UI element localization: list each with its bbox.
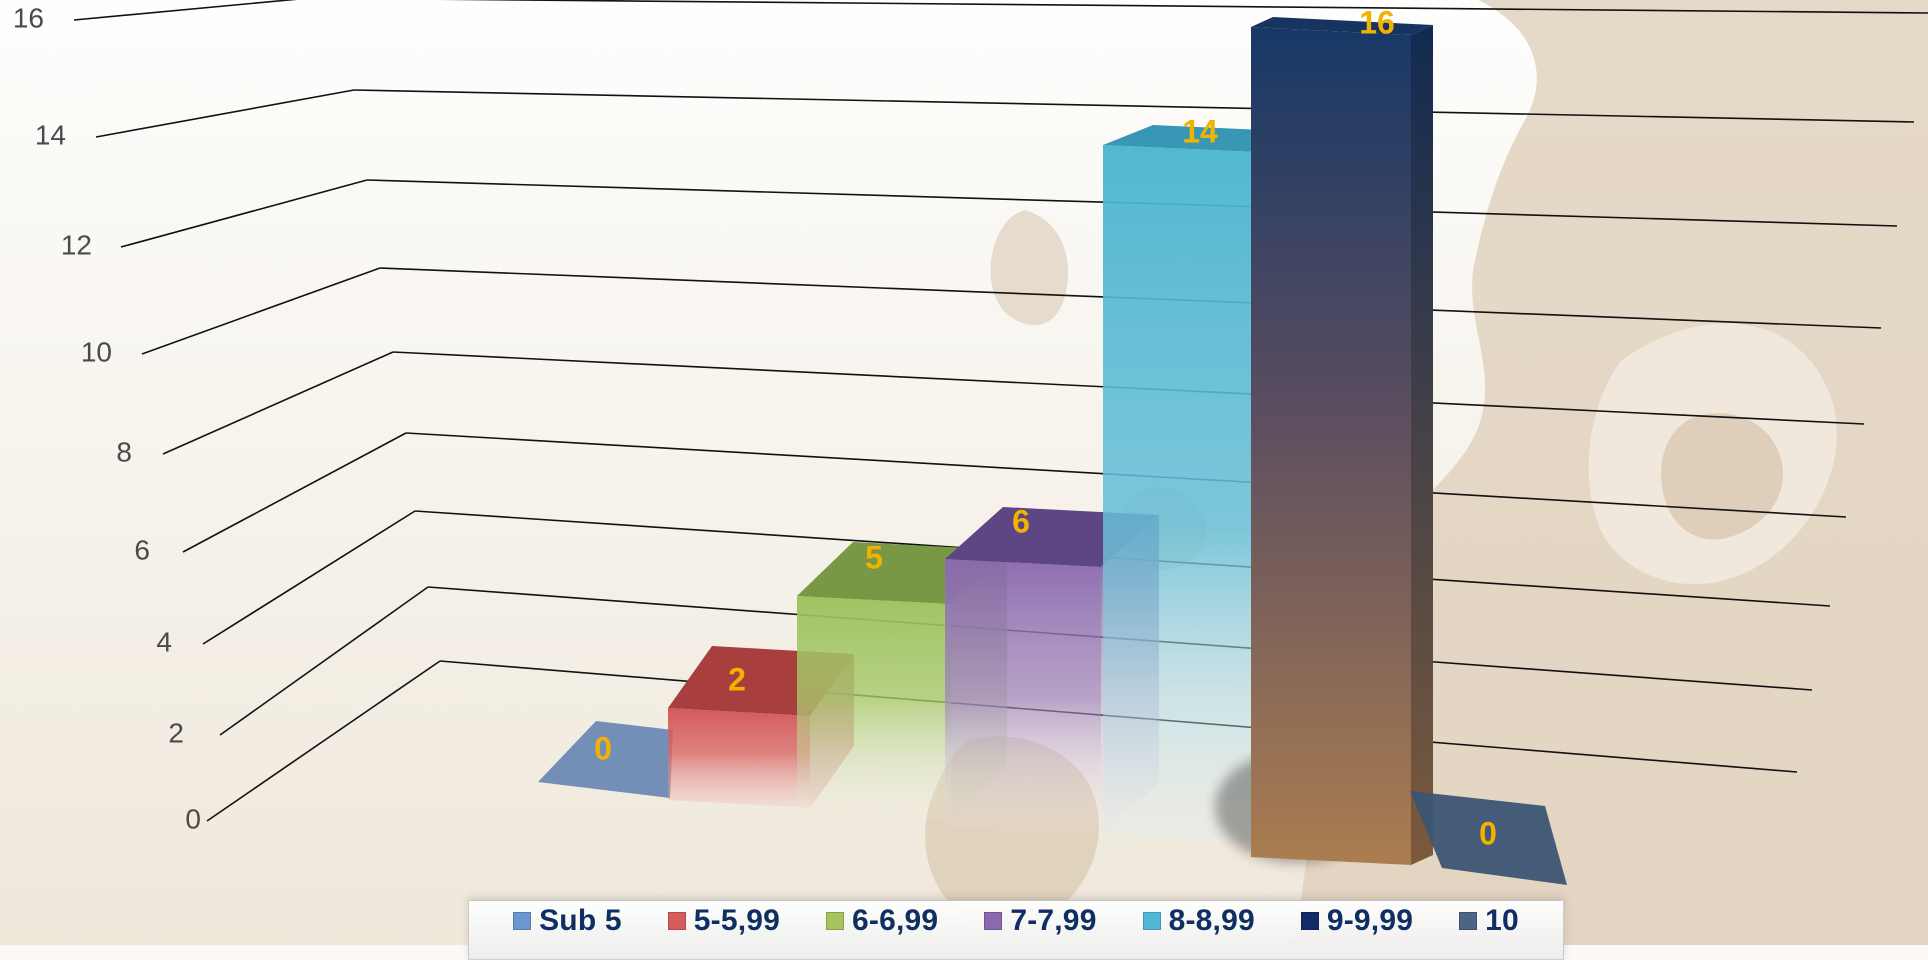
legend-swatch <box>1142 912 1161 930</box>
data-label: 14 <box>1182 113 1218 149</box>
legend-swatch <box>513 912 532 930</box>
legend-item: 10 <box>1459 904 1519 938</box>
legend-label: 9-9,99 <box>1326 904 1414 937</box>
gridline-diagonal <box>219 586 429 736</box>
gridline-diagonal <box>141 267 381 355</box>
legend-swatch <box>1300 912 1319 930</box>
y-tick-label: 2 <box>168 717 184 748</box>
legend-label: 8-8,99 <box>1168 904 1255 937</box>
legend-label: 10 <box>1485 904 1519 937</box>
legend-swatch <box>1459 912 1478 930</box>
gridline-diagonal <box>95 89 355 138</box>
legend-swatch <box>826 912 845 930</box>
bar <box>1411 25 1433 865</box>
y-tick-label: 14 <box>35 119 66 150</box>
y-ticks-layer: 0 2 4 6 8 10 12 14 16 <box>13 2 201 834</box>
y-tick-label: 16 <box>13 2 44 33</box>
y-tick-label: 12 <box>61 229 92 260</box>
y-tick-label: 8 <box>116 436 132 467</box>
legend-item: 6-6,99 <box>826 904 938 938</box>
data-label: 0 <box>594 730 612 766</box>
data-label: 16 <box>1359 4 1395 40</box>
bar <box>797 596 951 820</box>
data-label: 0 <box>1479 815 1497 851</box>
legend-item: 9-9,99 <box>1300 904 1414 938</box>
legend-label: 7-7,99 <box>1010 904 1097 937</box>
chart-legend: Sub 5 5-5,99 6-6,99 7-7,99 8-8,99 9-9,99 10 <box>468 900 1564 960</box>
legend-swatch <box>984 912 1003 930</box>
y-tick-label: 6 <box>134 534 150 565</box>
y-tick-label: 10 <box>81 336 112 367</box>
gridline-diagonal <box>182 432 407 553</box>
data-label: 2 <box>728 661 746 697</box>
legend-swatch <box>667 912 686 930</box>
legend-item: Sub 5 <box>513 904 622 938</box>
bar <box>945 559 1101 835</box>
gridline-diagonal <box>162 351 394 455</box>
legend-label: Sub 5 <box>539 904 622 937</box>
gridline-diagonal <box>120 179 368 248</box>
gridline-diagonal <box>206 660 441 822</box>
legend-label: 6-6,99 <box>852 904 939 937</box>
legend-item: 8-8,99 <box>1142 904 1255 938</box>
bar <box>1251 27 1411 865</box>
bar <box>1410 791 1567 885</box>
bar <box>1251 17 1433 35</box>
y-tick-label: 4 <box>156 626 172 657</box>
gridline-horizontal <box>353 89 1915 123</box>
legend-label: 5-5,99 <box>693 904 781 937</box>
data-label: 5 <box>865 539 883 575</box>
data-labels-layer: 0 2 5 6 14 16 0 <box>594 4 1497 851</box>
gridline-diagonal <box>202 510 416 645</box>
legend-item: 7-7,99 <box>984 904 1096 938</box>
bar <box>1103 145 1279 844</box>
bar <box>668 708 810 808</box>
gridline-horizontal <box>439 0 1928 14</box>
gridline-diagonal <box>73 0 298 21</box>
bars-layer <box>538 17 1567 885</box>
y-tick-label: 0 <box>185 803 201 834</box>
bar <box>538 721 673 798</box>
data-label: 6 <box>1012 503 1030 539</box>
legend-item: 5-5,99 <box>667 904 781 938</box>
